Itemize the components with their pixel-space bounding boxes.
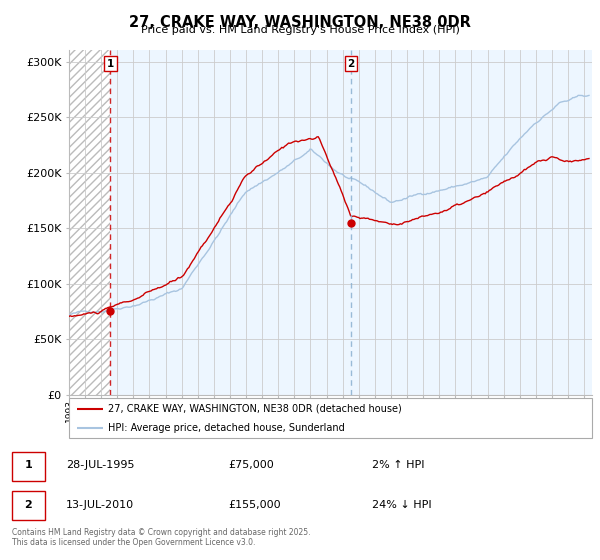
Text: 1: 1 (25, 460, 32, 470)
Text: 28-JUL-1995: 28-JUL-1995 (66, 460, 134, 470)
Text: 2: 2 (25, 500, 32, 510)
FancyBboxPatch shape (12, 491, 45, 520)
Text: 13-JUL-2010: 13-JUL-2010 (66, 500, 134, 510)
Text: Contains HM Land Registry data © Crown copyright and database right 2025.
This d: Contains HM Land Registry data © Crown c… (12, 528, 311, 547)
FancyBboxPatch shape (69, 398, 592, 438)
Text: 1: 1 (107, 59, 114, 69)
Text: £155,000: £155,000 (228, 500, 281, 510)
Text: HPI: Average price, detached house, Sunderland: HPI: Average price, detached house, Sund… (108, 423, 345, 433)
Bar (69, 50, 110, 395)
Text: Price paid vs. HM Land Registry's House Price Index (HPI): Price paid vs. HM Land Registry's House … (140, 25, 460, 35)
Text: 27, CRAKE WAY, WASHINGTON, NE38 0DR (detached house): 27, CRAKE WAY, WASHINGTON, NE38 0DR (det… (108, 404, 402, 414)
Text: 2: 2 (347, 59, 355, 69)
FancyBboxPatch shape (12, 452, 45, 480)
Text: £75,000: £75,000 (228, 460, 274, 470)
Text: 24% ↓ HPI: 24% ↓ HPI (372, 500, 431, 510)
Text: 27, CRAKE WAY, WASHINGTON, NE38 0DR: 27, CRAKE WAY, WASHINGTON, NE38 0DR (129, 15, 471, 30)
Text: 2% ↑ HPI: 2% ↑ HPI (372, 460, 425, 470)
